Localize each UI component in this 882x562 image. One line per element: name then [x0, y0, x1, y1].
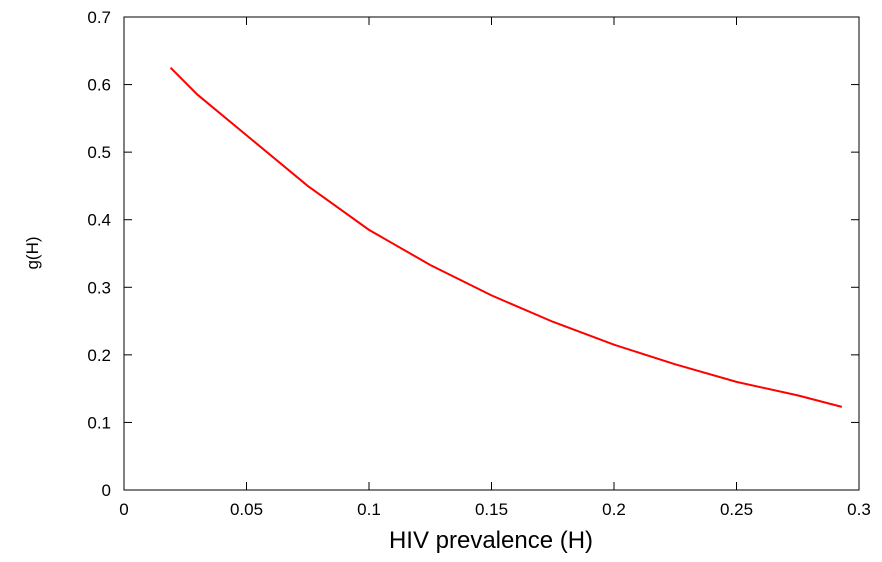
x-tick-label: 0.05	[230, 500, 263, 519]
y-tick-label: 0.6	[87, 76, 111, 95]
x-axis-label: HIV prevalence (H)	[389, 527, 593, 554]
x-tick-label: 0.25	[720, 500, 753, 519]
x-tick-label: 0.1	[357, 500, 381, 519]
y-tick-label: 0.2	[87, 346, 111, 365]
line-series	[169, 66, 843, 408]
y-axis-label: g(H)	[23, 236, 42, 269]
y-tick-label: 0.4	[87, 211, 111, 230]
y-tick-label: 0.1	[87, 413, 111, 432]
x-tick-label: 0.2	[602, 500, 626, 519]
y-tick-label: 0	[102, 481, 111, 500]
plot-frame	[123, 16, 860, 491]
y-tick-label: 0.7	[87, 8, 111, 27]
x-tick-label: 0.3	[847, 500, 871, 519]
x-tick-label: 0.15	[475, 500, 508, 519]
y-tick-label: 0.5	[87, 143, 111, 162]
y-tick-label: 0.3	[87, 278, 111, 297]
x-tick-label: 0	[119, 500, 128, 519]
